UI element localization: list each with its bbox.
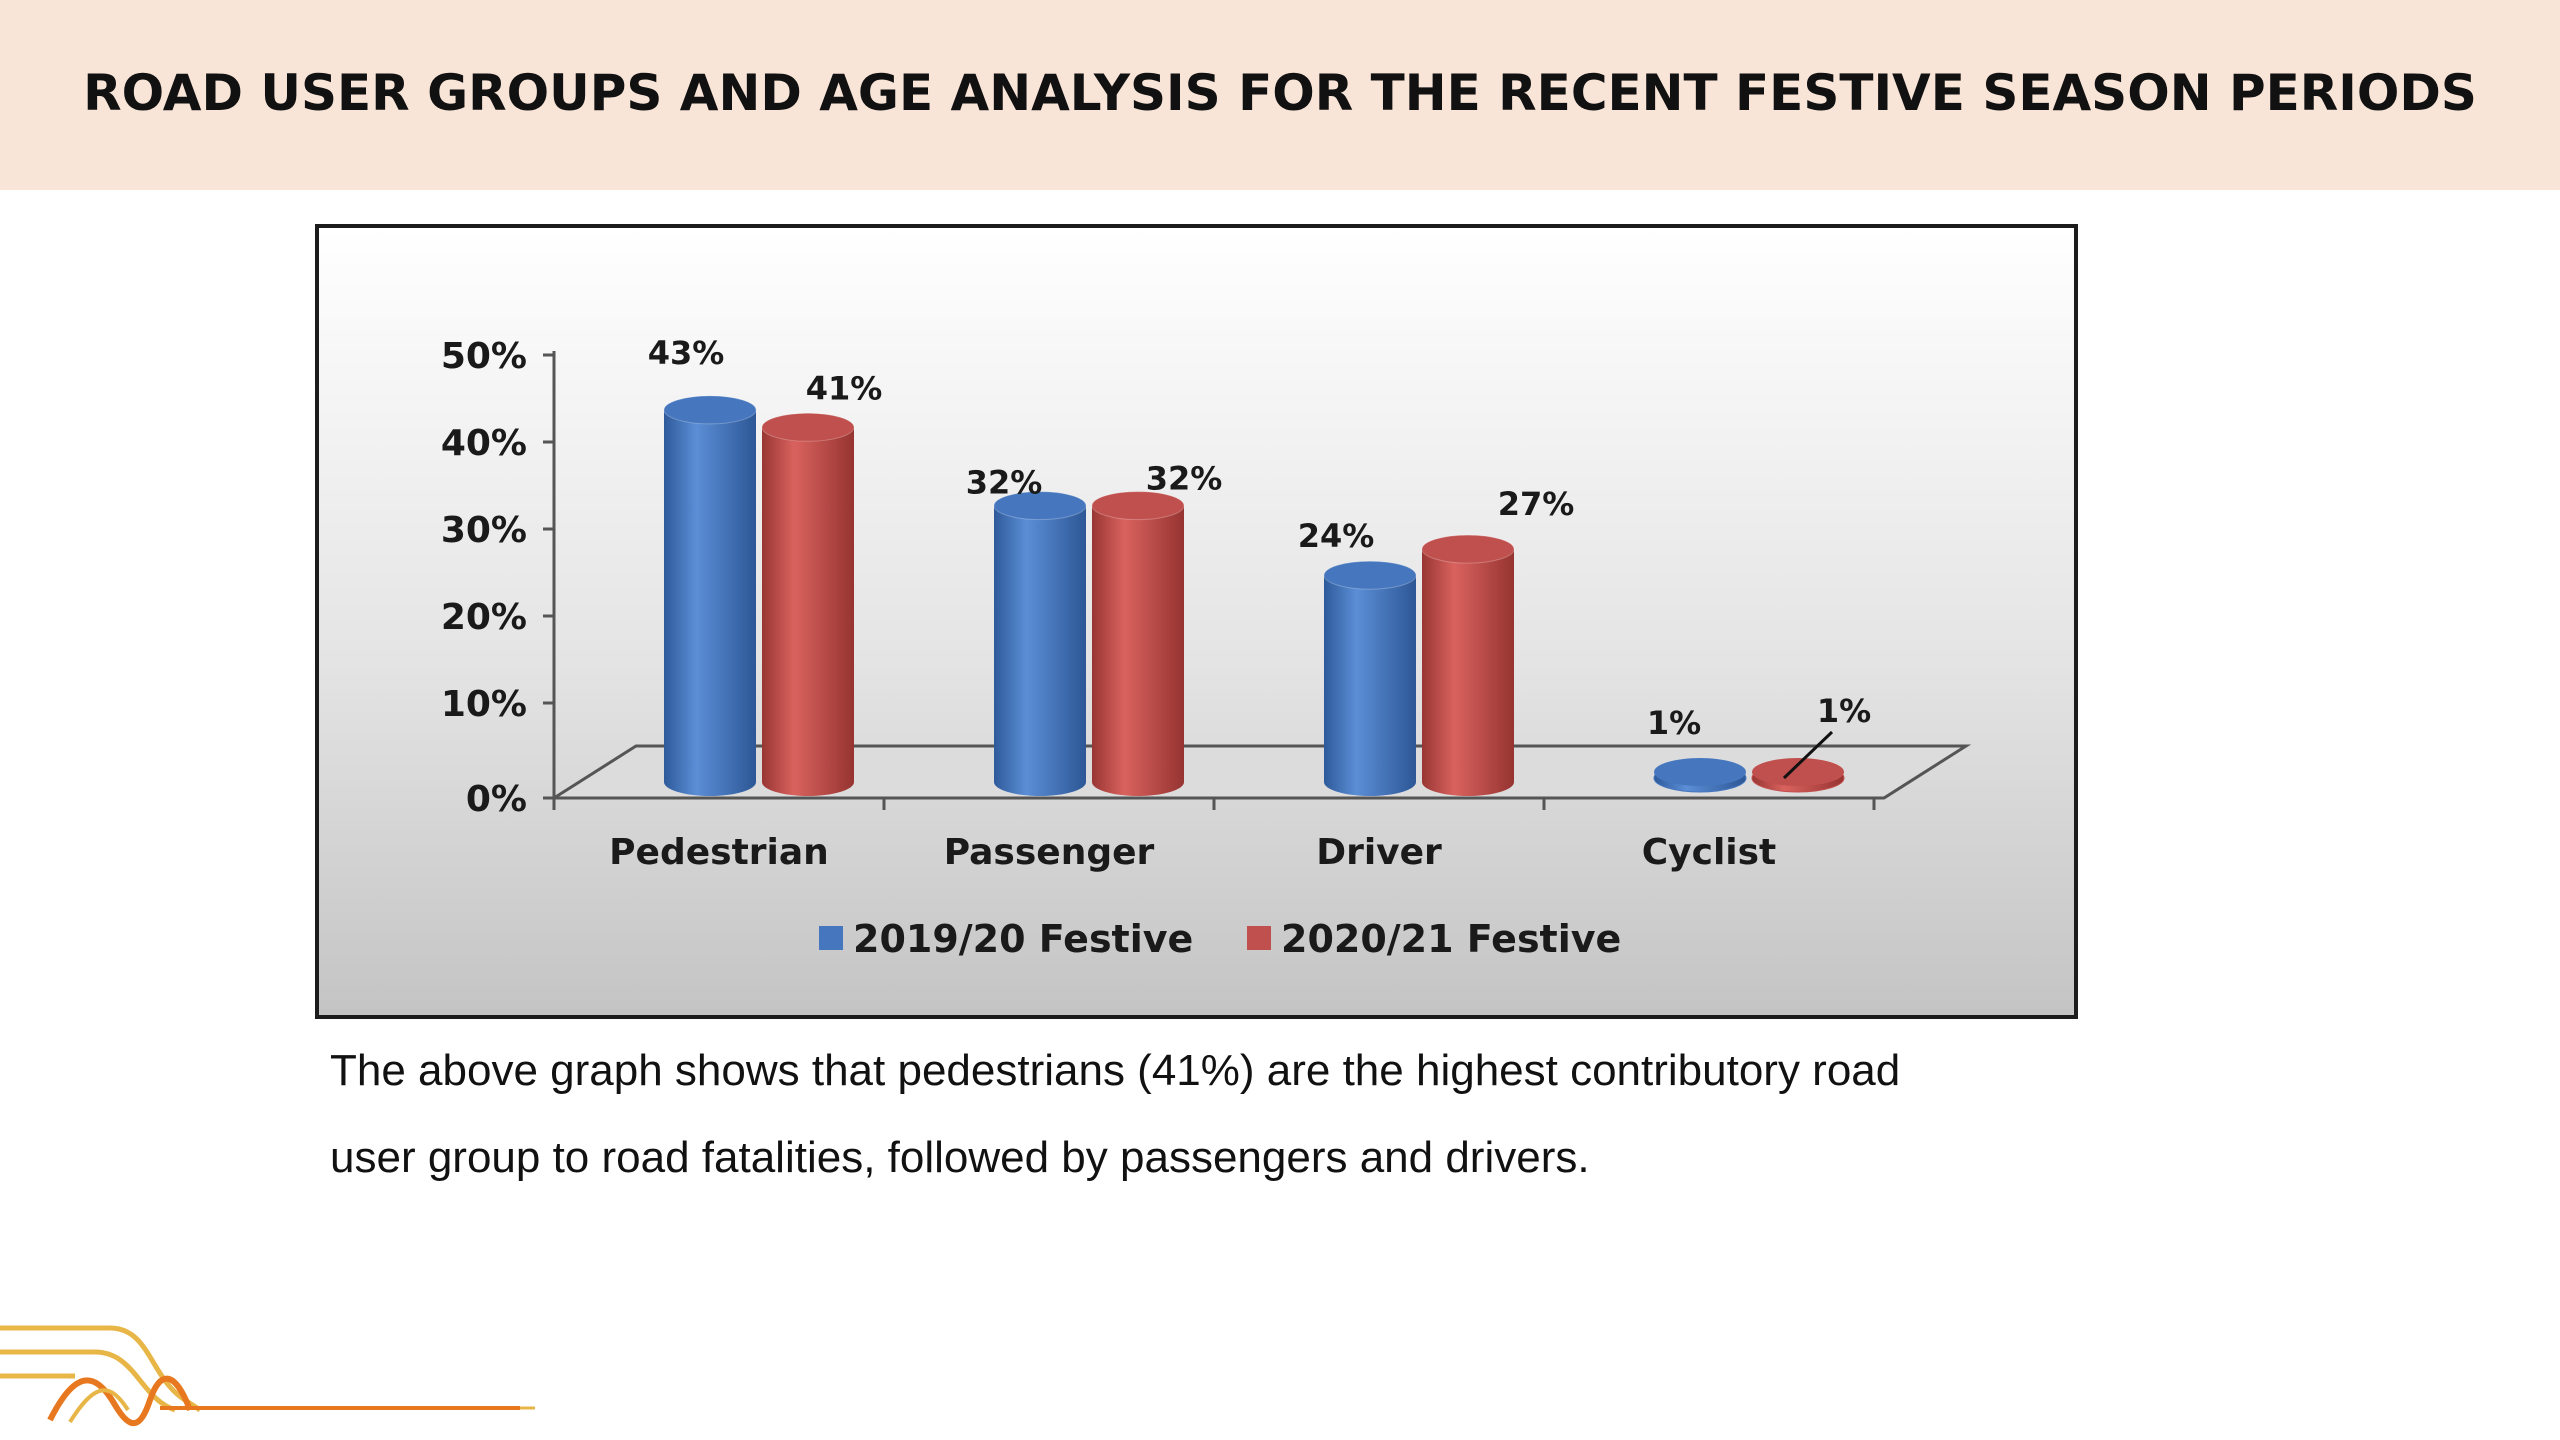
bar-cylinder-top: [761, 412, 855, 442]
x-category-label: Cyclist: [1642, 832, 1777, 873]
bar-cylinder-body: [1422, 549, 1514, 796]
legend-swatch: [819, 926, 843, 950]
bar-cylinder-body: [762, 427, 854, 796]
chart-floor: [548, 744, 1972, 800]
caption-line-2: user group to road fatalities, followed …: [330, 1133, 1590, 1182]
bar-cylinder-top: [1091, 491, 1185, 521]
y-tick-label: 40%: [441, 423, 527, 464]
data-label: 24%: [1298, 517, 1375, 555]
bar-cylinder-body: [1324, 575, 1416, 796]
page-title: ROAD USER GROUPS AND AGE ANALYSIS FOR TH…: [83, 63, 2477, 122]
x-category-label: Driver: [1316, 832, 1442, 873]
y-tick-label: 0%: [466, 779, 527, 820]
data-label-leader-line: [1782, 730, 1834, 780]
chart-caption: The above graph shows that pedestrians (…: [330, 1027, 2130, 1201]
bar-cylinder-body: [1092, 505, 1184, 796]
data-label: 43%: [648, 334, 725, 372]
bar-cylinder-top: [993, 491, 1087, 521]
legend-swatch: [1247, 926, 1271, 950]
bar-cylinder-top: [1421, 534, 1515, 564]
chart-frame: 0% 10% 20% 30% 40% 50% Pedestrian Passenger Driv…: [315, 224, 2078, 1019]
road-lines-logo-icon: [0, 1325, 535, 1427]
data-label: 1%: [1817, 692, 1871, 730]
data-label: 1%: [1647, 704, 1701, 742]
data-label: 41%: [806, 369, 883, 407]
y-tick-label: 10%: [441, 684, 527, 725]
legend-label: 2019/20 Festive: [853, 917, 1193, 961]
x-category-label: Pedestrian: [609, 832, 829, 873]
x-category-label: Passenger: [944, 832, 1155, 873]
bar-cylinder-top: [1323, 560, 1417, 590]
y-tick-label: 20%: [441, 597, 527, 638]
bar-chart: 0% 10% 20% 30% 40% 50% Pedestrian Passenger Driv…: [319, 228, 2074, 1015]
bar-cylinder-body: [664, 409, 756, 796]
legend-label: 2020/21 Festive: [1281, 917, 1621, 961]
header-banner: ROAD USER GROUPS AND AGE ANALYSIS FOR TH…: [0, 0, 2560, 190]
y-tick-label: 50%: [441, 336, 527, 377]
bar-cylinder-body: [994, 505, 1086, 796]
bar-cylinder-top: [1752, 758, 1844, 786]
caption-line-1: The above graph shows that pedestrians (…: [330, 1046, 1901, 1095]
y-tick-label: 30%: [441, 510, 527, 551]
data-label: 32%: [1146, 460, 1223, 498]
bar-cylinder-top: [663, 395, 757, 425]
data-label: 27%: [1498, 485, 1575, 523]
bar-cylinder-top: [1654, 758, 1746, 786]
chart-background: [319, 228, 2074, 1015]
data-label: 32%: [966, 464, 1043, 502]
